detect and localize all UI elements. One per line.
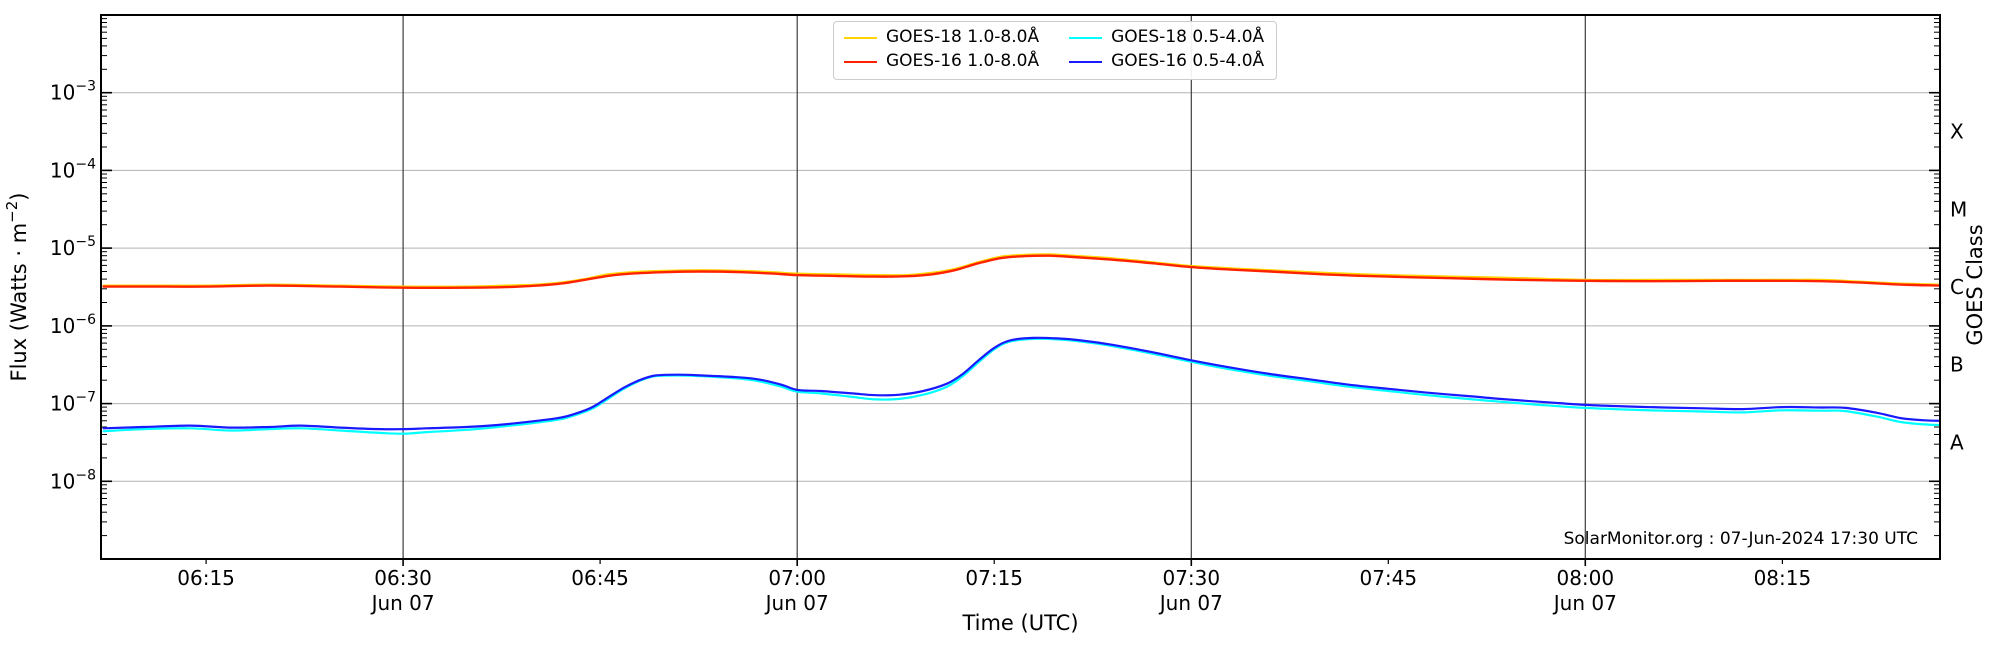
svg-text:M: M [1950,197,1967,221]
series-goes-18-0-5-4-0- [102,337,1940,435]
y-axis-title: Flux (Watts · m−2) [3,192,31,381]
legend-entry-goes16-short: GOES-16 0.5-4.0Å [1069,51,1264,72]
svg-text:10−5: 10−5 [50,234,96,260]
series-goes-16-1-0-8-0- [102,254,1940,290]
right-axis-title: GOES Class [1963,224,1987,345]
x-gridlines [402,15,1586,559]
svg-text:08:00: 08:00 [1556,566,1614,590]
svg-text:Jun 07: Jun 07 [764,591,829,615]
goes-class-labels: X M C B A [1950,120,1967,455]
svg-text:07:45: 07:45 [1359,566,1417,590]
legend-label: GOES-18 1.0-8.0Å [886,27,1040,47]
svg-text:A: A [1950,430,1964,454]
y-gridlines [101,92,1940,482]
legend-line-icon [1069,60,1103,63]
svg-text:06:45: 06:45 [571,566,629,590]
legend-entry-goes18-short: GOES-18 0.5-4.0Å [1069,27,1264,48]
svg-text:06:30: 06:30 [374,566,432,590]
legend-label: GOES-16 0.5-4.0Å [1111,51,1265,72]
plot-border [100,14,1941,560]
svg-text:06:15: 06:15 [177,566,235,590]
svg-text:07:00: 07:00 [768,566,826,590]
svg-text:B: B [1950,353,1964,377]
svg-text:Jun 07: Jun 07 [1552,591,1617,615]
legend-line-icon [844,60,877,63]
legend-entry-goes18-long: GOES-18 1.0-8.0Å [844,27,1039,48]
legend-label: GOES-18 0.5-4.0Å [1111,27,1265,47]
x-ticks [205,559,1784,566]
svg-text:Jun 07: Jun 07 [370,591,435,615]
svg-text:10−3: 10−3 [50,79,96,105]
svg-text:X: X [1950,120,1964,144]
series-goes-16-0-5-4-0- [102,336,1940,431]
series-curves [102,253,1940,435]
svg-text:Jun 07: Jun 07 [1158,591,1223,615]
x-axis-title: Time (UTC) [961,611,1078,635]
svg-text:08:15: 08:15 [1754,566,1812,590]
svg-text:07:15: 07:15 [965,566,1023,590]
y-tick-labels: 10−3 10−4 10−5 10−6 10−7 10−8 [50,79,96,494]
svg-text:10−7: 10−7 [50,390,96,416]
svg-text:10−4: 10−4 [50,156,96,182]
legend-label: GOES-16 1.0-8.0Å [886,51,1040,72]
y-ticks [101,18,1940,537]
svg-text:10−6: 10−6 [50,312,96,338]
legend: GOES-18 1.0-8.0Å GOES-16 1.0-8.0Å GOES-1… [833,21,1278,80]
svg-text:07:30: 07:30 [1162,566,1220,590]
svg-text:C: C [1950,275,1964,299]
source-annotation: SolarMonitor.org : 07-Jun-2024 17:30 UTC [1564,529,1918,549]
svg-text:10−8: 10−8 [50,467,96,493]
legend-entry-goes16-long: GOES-16 1.0-8.0Å [844,51,1039,72]
legend-line-icon [1069,36,1103,39]
legend-line-icon [844,36,877,39]
